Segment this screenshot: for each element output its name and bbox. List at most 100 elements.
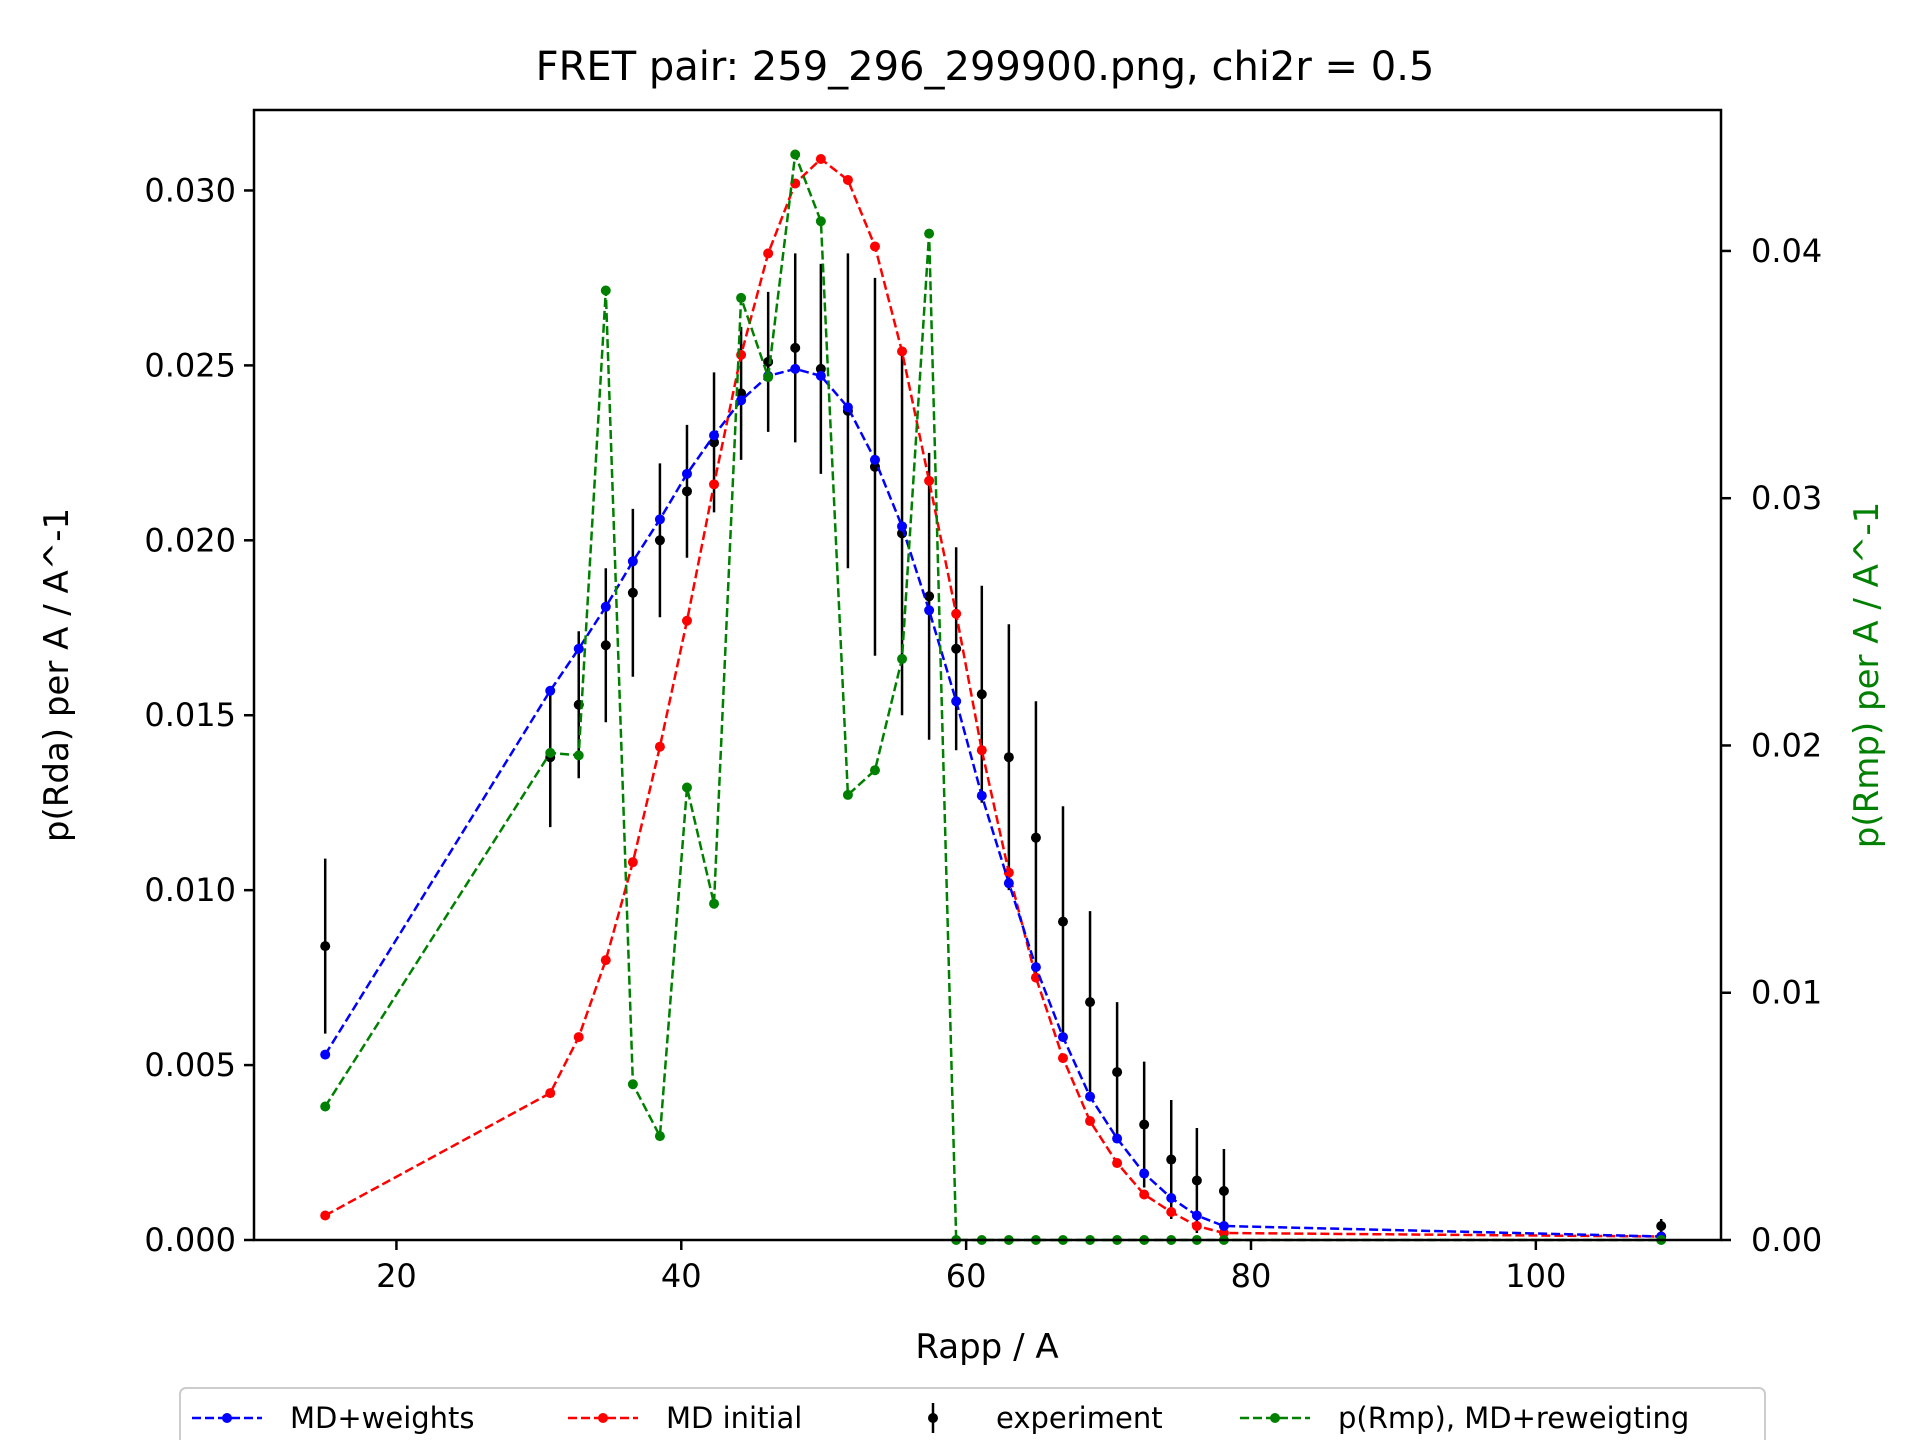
data-point [790, 342, 801, 353]
data-point [573, 1032, 584, 1043]
data-point [709, 898, 720, 909]
legend-label: experiment [996, 1401, 1163, 1435]
data-point [654, 1131, 665, 1142]
data-point [681, 782, 692, 793]
data-point [815, 363, 826, 374]
y-axis-left: 0.000 0.005 0.010 0.015 0.020 0.025 0.030 [144, 171, 254, 1259]
data-point [736, 292, 747, 303]
data-point [627, 556, 638, 567]
data-point [1085, 1091, 1096, 1102]
y-tick-label: 0.005 [144, 1046, 236, 1084]
data-point [1218, 1221, 1229, 1232]
data-point [654, 514, 665, 525]
data-point [1112, 1158, 1123, 1169]
data-point [1139, 1168, 1150, 1179]
data-point [815, 216, 826, 227]
data-point [1057, 916, 1068, 927]
data-point [924, 228, 935, 239]
x-tick-label: 20 [376, 1257, 417, 1295]
data-point [573, 643, 584, 654]
data-point [790, 363, 801, 374]
legend-item-p-rmp-md-reweigting: p(Rmp), MD+reweigting [1240, 1401, 1689, 1435]
data-point [842, 174, 853, 185]
x-tick-label: 40 [661, 1257, 702, 1295]
data-point [654, 741, 665, 752]
data-point [869, 454, 880, 465]
data-point [924, 475, 935, 486]
data-point [1003, 878, 1014, 889]
y-tick-label: 0.025 [144, 346, 236, 384]
data-point [951, 696, 962, 707]
legend-label: MD+weights [290, 1401, 475, 1435]
y-right-tick-label: 0.01 [1751, 974, 1822, 1012]
data-point [736, 395, 747, 406]
data-point [600, 640, 611, 651]
data-point [1191, 1175, 1202, 1186]
data-point [976, 745, 987, 756]
data-point [709, 479, 720, 490]
x-tick-label: 80 [1231, 1257, 1272, 1295]
data-point [1112, 1067, 1123, 1078]
legend-label: MD initial [666, 1401, 802, 1435]
data-point [1030, 832, 1041, 843]
y-tick-label: 0.000 [144, 1221, 236, 1259]
data-point [1057, 1032, 1068, 1043]
data-point [1112, 1133, 1123, 1144]
x-tick-label: 60 [946, 1257, 987, 1295]
data-point [1166, 1207, 1177, 1218]
chart-title: FRET pair: 259_296_299900.png, chi2r = 0… [536, 44, 1435, 90]
data-point [681, 468, 692, 479]
x-tick-label: 100 [1505, 1257, 1566, 1295]
plot-marks [320, 149, 1667, 1245]
data-point [1656, 1221, 1667, 1232]
data-point [897, 346, 908, 357]
data-point [545, 1088, 556, 1099]
data-point [815, 153, 826, 164]
y-right-tick-label: 0.00 [1751, 1221, 1822, 1259]
series-line [324, 157, 1662, 1238]
data-point [627, 1079, 638, 1090]
data-point [842, 789, 853, 800]
data-point [897, 653, 908, 664]
y-tick-label: 0.030 [144, 171, 236, 209]
data-point [545, 685, 556, 696]
data-point [654, 535, 665, 546]
x-axis-label: Rapp / A [915, 1327, 1058, 1367]
data-point [600, 601, 611, 612]
data-point [1191, 1210, 1202, 1221]
y-tick-label: 0.015 [144, 696, 236, 734]
data-point [627, 857, 638, 868]
legend-swatch-marker [598, 1413, 608, 1423]
data-point [869, 461, 880, 472]
series-md-initial [320, 153, 1667, 1242]
data-point [924, 605, 935, 616]
data-point [869, 241, 880, 252]
data-point [1085, 997, 1096, 1008]
data-point [1057, 1053, 1068, 1064]
legend-item-experiment: experiment [928, 1401, 1163, 1435]
data-point [545, 747, 556, 758]
data-point [1139, 1119, 1150, 1130]
data-point [627, 587, 638, 598]
data-point [1085, 1116, 1096, 1127]
data-point [924, 591, 935, 602]
data-point [790, 149, 801, 160]
series-line [324, 367, 1662, 1238]
data-point [1218, 1228, 1229, 1239]
plot-frame [252, 108, 1723, 1242]
data-point [976, 790, 987, 801]
data-point [320, 1210, 331, 1221]
data-point [709, 430, 720, 441]
data-point [1003, 867, 1014, 878]
legend-item-md-weights: MD+weights [192, 1401, 475, 1435]
data-point [1139, 1189, 1150, 1200]
y-right-tick-label: 0.04 [1751, 232, 1822, 270]
data-point [815, 370, 826, 381]
data-point [1166, 1154, 1177, 1165]
legend-label: p(Rmp), MD+reweigting [1338, 1401, 1689, 1435]
data-point [320, 1049, 331, 1060]
y-right-tick-label: 0.03 [1751, 479, 1822, 517]
data-point [320, 1101, 331, 1112]
y-tick-label: 0.020 [144, 521, 236, 559]
